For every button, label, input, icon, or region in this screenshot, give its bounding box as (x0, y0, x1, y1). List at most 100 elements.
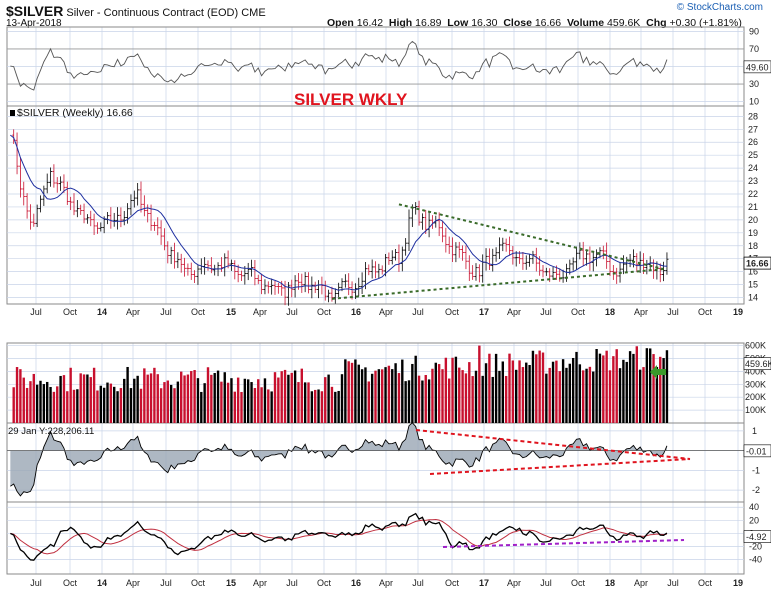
volume-bar (424, 375, 427, 423)
x-tick-label-bottom: Oct (63, 578, 78, 588)
x-tick-label: Jul (30, 307, 42, 317)
x-tick-label: 17 (479, 307, 489, 317)
x-tick-label: Jul (412, 307, 424, 317)
volume-bar (226, 382, 230, 423)
x-tick-label: Apr (126, 307, 140, 317)
volume-bar (367, 381, 370, 423)
volume-bar (247, 379, 250, 423)
x-tick-label-bottom: Apr (379, 578, 393, 588)
volume-bar (350, 362, 354, 423)
volume-bar (337, 390, 340, 423)
low-value: 16.30 (471, 17, 498, 29)
momentum-tick-label: 20 (749, 515, 759, 525)
volume-bar (66, 391, 69, 423)
volume-tick-label: 400K (745, 366, 766, 376)
x-tick-label: 19 (733, 307, 743, 317)
price-tick-label: 25 (748, 150, 758, 160)
volume-bar (190, 371, 193, 423)
x-tick-label: 18 (605, 307, 615, 317)
x-tick-label: Apr (253, 307, 267, 317)
volume-bar (149, 373, 153, 423)
volume-bar (136, 375, 139, 423)
volume-bar (434, 362, 437, 423)
volume-bar (602, 355, 605, 423)
volume-bar (96, 390, 99, 423)
volume-bar (642, 367, 645, 423)
volume-bar (203, 383, 206, 423)
description: Silver - Continuous Contract (EOD) (66, 7, 239, 19)
volume-bar (159, 388, 163, 423)
volume-bar (391, 369, 394, 423)
open-value: 16.42 (356, 17, 384, 29)
volume-bar (89, 377, 92, 423)
volume-bar (498, 370, 501, 423)
panel-frame-main (6, 105, 745, 305)
volume-bar (568, 363, 571, 423)
x-tick-label-bottom: Jul (160, 578, 172, 588)
volume-bar (394, 363, 397, 423)
volume-bar (113, 386, 116, 423)
x-tick-label-bottom: Oct (698, 578, 713, 588)
volume-bar (387, 365, 391, 423)
volume-bar (578, 364, 582, 423)
volume-bar (515, 369, 518, 423)
x-tick-label-bottom: 16 (351, 578, 361, 588)
x-tick-label-bottom: Apr (507, 578, 521, 588)
x-tick-label-bottom: Jul (286, 578, 298, 588)
volume-bar (360, 369, 364, 423)
x-tick-label-bottom: 14 (97, 578, 107, 588)
volume-bar (645, 348, 649, 423)
exchange: CME (241, 7, 266, 19)
volume-bar (551, 361, 555, 423)
volume-bar (468, 362, 471, 423)
volume-bar (421, 380, 424, 423)
volume-bar (153, 367, 156, 423)
x-tick-label-bottom: Oct (317, 578, 332, 588)
volume-bar (46, 381, 49, 423)
volume-bar (169, 384, 173, 423)
volume-bar (330, 386, 334, 423)
volume-bar (478, 345, 481, 423)
volume-bar (146, 374, 149, 423)
x-tick-label-bottom: 18 (605, 578, 615, 588)
volume-bar (561, 359, 565, 423)
high-label: High (388, 17, 413, 29)
volume-bar (615, 349, 618, 423)
volume-bar (25, 387, 29, 423)
volume-bar (29, 381, 32, 423)
x-tick-label: Jul (667, 307, 679, 317)
price-tick-label: 15 (748, 280, 758, 290)
chart-date: 13-Apr-2018 (6, 18, 62, 29)
volume-bar (374, 370, 377, 423)
volume-bar (397, 373, 401, 423)
volume-bar (253, 388, 257, 423)
volume-bar (277, 377, 280, 423)
volume-bar (243, 378, 247, 423)
x-tick-label: Oct (445, 307, 460, 317)
volume-bar (608, 370, 612, 423)
volume-bar (652, 354, 655, 423)
volume-bar (565, 367, 568, 423)
momentum-tick-label: 40 (749, 502, 759, 512)
volume-bar (622, 359, 625, 423)
volume-bar (280, 371, 283, 423)
volume-label: Volume (566, 17, 605, 29)
momentum-tick-label: -40 (749, 555, 762, 565)
volume-bar (86, 374, 89, 423)
x-tick-label: Jul (286, 307, 298, 317)
volume-bar (381, 369, 384, 423)
volume-bar (12, 387, 15, 423)
rsi-value-tag (743, 60, 771, 74)
price-tick-label: 28 (748, 111, 758, 121)
x-tick-label-bottom: Oct (571, 578, 586, 588)
close-value: 16.66 (534, 17, 562, 29)
volume-bar (508, 353, 511, 423)
volume-bar (401, 359, 404, 423)
volume-bar (618, 368, 622, 423)
volume-bar (504, 375, 508, 423)
volume-bar (267, 389, 270, 423)
volume-bar (56, 386, 59, 423)
volume-bar (99, 385, 102, 423)
volume-bar (273, 372, 277, 423)
x-tick-label: Oct (317, 307, 332, 317)
